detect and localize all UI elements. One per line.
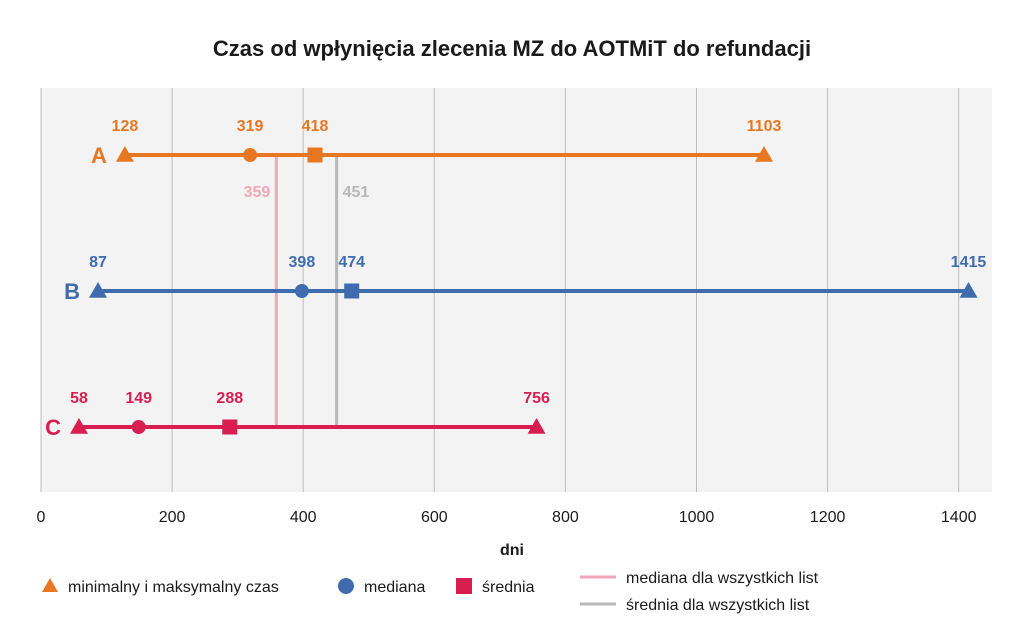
mean-value-label: 288 xyxy=(216,390,243,407)
legend-label: minimalny i maksymalny czas xyxy=(68,579,279,596)
series-row: 87 398 474 1415 B xyxy=(64,254,986,304)
mean-marker xyxy=(222,419,238,435)
series-label: A xyxy=(91,143,107,168)
legend-item: mediana xyxy=(338,578,425,596)
series-label: B xyxy=(64,279,80,304)
median-marker xyxy=(131,420,146,434)
min-value-label: 87 xyxy=(89,254,107,271)
min-value-label: 128 xyxy=(112,118,139,135)
max-marker xyxy=(959,282,978,298)
x-tick-label: 1000 xyxy=(679,509,715,526)
mean-marker xyxy=(307,147,323,163)
x-tick-labels: 0 200 400 600 800 1000 1200 1400 xyxy=(37,509,977,526)
series-row: 128 319 418 1103 A xyxy=(91,118,781,168)
reference-line-label: 451 xyxy=(343,184,370,201)
median-value-label: 149 xyxy=(125,390,152,407)
series-row: 58 149 288 756 C xyxy=(45,390,550,440)
legend-square-marker xyxy=(456,578,472,594)
x-tick-label: 200 xyxy=(159,509,186,526)
x-tick-label: 1200 xyxy=(810,509,846,526)
max-value-label: 1103 xyxy=(747,118,782,135)
legend-item: średnia xyxy=(456,578,535,596)
legend-label: średnia dla wszystkich list xyxy=(626,597,810,614)
series-group: 128 319 418 1103 A 87 398 474 1415 B 58 149 288 756 C xyxy=(45,118,986,440)
max-marker xyxy=(755,146,774,162)
mean-marker xyxy=(344,283,360,299)
legend-triangle-marker xyxy=(42,578,58,592)
max-marker xyxy=(527,418,546,434)
legend-item: minimalny i maksymalny czas xyxy=(42,578,279,596)
mean-value-label: 418 xyxy=(302,118,329,135)
max-value-label: 756 xyxy=(523,390,550,407)
x-tick-label: 800 xyxy=(552,509,579,526)
legend-item: mediana dla wszystkich list xyxy=(580,570,819,587)
min-marker xyxy=(115,146,134,162)
x-tick-label: 600 xyxy=(421,509,448,526)
legend-circle-marker xyxy=(338,578,354,594)
chart-title: Czas od wpłynięcia zlecenia MZ do AOTMiT… xyxy=(213,36,811,61)
min-marker xyxy=(89,282,108,298)
x-axis-label: dni xyxy=(500,542,524,559)
legend-label: mediana dla wszystkich list xyxy=(626,570,819,587)
median-marker xyxy=(294,284,309,298)
x-tick-label: 1400 xyxy=(941,509,977,526)
median-value-label: 398 xyxy=(289,254,316,271)
legend-label: średnia xyxy=(482,579,535,596)
reference-line-label: 359 xyxy=(244,184,271,201)
series-label: C xyxy=(45,415,61,440)
mean-value-label: 474 xyxy=(338,254,365,271)
min-value-label: 58 xyxy=(70,390,88,407)
median-marker xyxy=(243,148,258,162)
min-marker xyxy=(70,418,89,434)
legend-label: mediana xyxy=(364,579,425,596)
max-value-label: 1415 xyxy=(951,254,987,271)
x-tick-label: 0 xyxy=(37,509,46,526)
legend-item: średnia dla wszystkich list xyxy=(580,597,810,614)
x-tick-label: 400 xyxy=(290,509,317,526)
legend: minimalny i maksymalny czas mediana średni… xyxy=(42,570,819,614)
median-value-label: 319 xyxy=(237,118,264,135)
